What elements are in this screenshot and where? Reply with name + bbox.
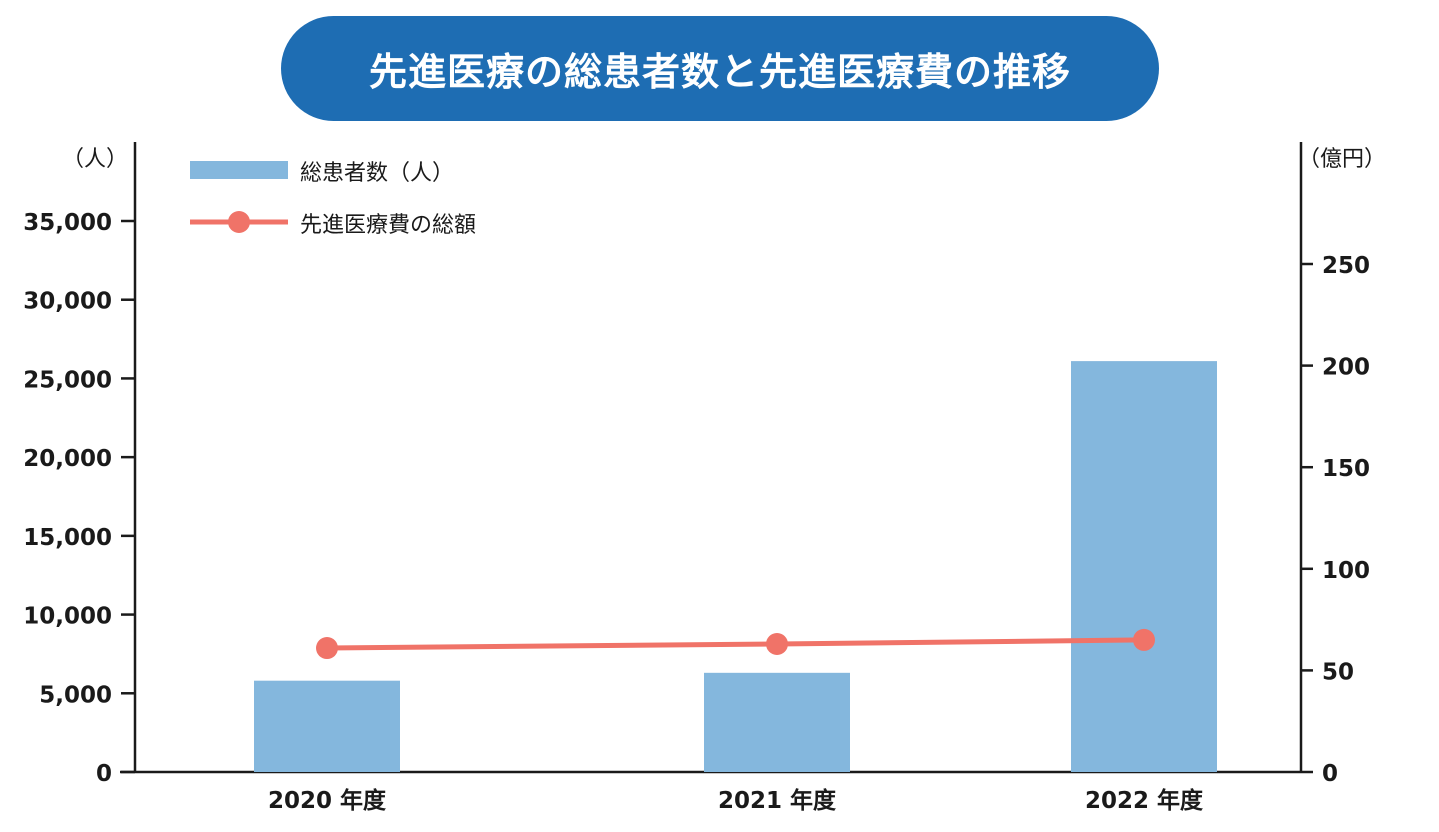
legend-line-marker: [228, 211, 250, 233]
right-axis-tick-label: 50: [1322, 659, 1354, 685]
line-path: [326, 637, 1145, 651]
legend-line-label: 先進医療費の総額: [300, 213, 476, 238]
left-axis-unit: （人）: [62, 147, 128, 172]
left-axis-tick-label: 15,000: [23, 525, 112, 551]
left-axis-tick-label: 10,000: [23, 604, 112, 630]
legend-bar-swatch: [190, 161, 288, 179]
chart-title: 先進医療の総患者数と先進医療費の推移: [281, 16, 1159, 121]
line-point-2022年度: [1133, 628, 1155, 651]
bar-2022年度: [1071, 361, 1217, 772]
x-axis-labels: 2020 年度 2021 年度 2022 年度: [268, 787, 1204, 814]
line-series: [316, 628, 1155, 660]
left-axis-tick-label: 0: [96, 761, 112, 787]
right-axis-tick-label: 250: [1322, 253, 1370, 279]
legend-bar-label: 総患者数（人）: [300, 161, 454, 186]
right-axis-tick-label: 150: [1322, 456, 1370, 482]
left-axis-tick-label: 25,000: [23, 367, 112, 393]
x-axis-tick-label: 2021 年度: [718, 787, 837, 814]
right-axis-unit: （億円）: [1298, 147, 1386, 172]
x-axis-tick-label: 2022 年度: [1085, 787, 1204, 814]
bar-2021年度: [704, 672, 850, 772]
right-axis-tick-label: 100: [1322, 558, 1370, 584]
line-point-2021年度: [766, 632, 788, 655]
left-axis-tick-label: 5,000: [39, 682, 112, 708]
line-point-2020年度: [316, 637, 338, 660]
legend: 総患者数（人） 先進医療費の総額: [190, 161, 476, 238]
bar-series: [254, 361, 1217, 772]
left-axis-tick-label: 20,000: [23, 446, 112, 472]
left-axis-tick-label: 35,000: [23, 210, 112, 236]
x-axis-tick-label: 2020 年度: [268, 787, 387, 814]
left-axis-tick-label: 30,000: [23, 289, 112, 315]
right-axis: 0 50 100 150 200 250: [1299, 142, 1370, 787]
right-axis-tick-label: 0: [1322, 761, 1338, 787]
bar-2020年度: [254, 680, 400, 772]
right-axis-tick-label: 200: [1322, 355, 1370, 381]
